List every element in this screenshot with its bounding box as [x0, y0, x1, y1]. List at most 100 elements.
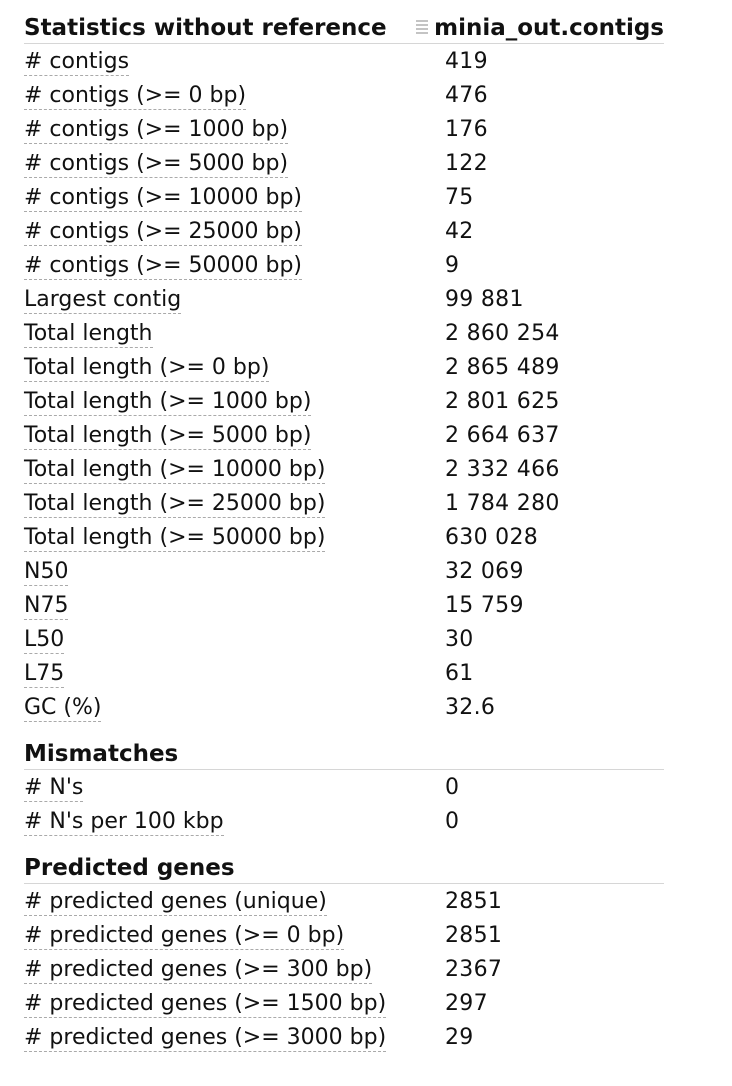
metric-value: 419	[445, 48, 488, 74]
table-row: # predicted genes (>= 3000 bp) 29	[24, 1020, 664, 1054]
metric-value: 99 881	[445, 286, 524, 312]
metric-label[interactable]: # contigs (>= 10000 bp)	[24, 184, 303, 212]
metric-value: 2851	[445, 922, 503, 948]
metric-label-cell: # contigs (>= 50000 bp)	[24, 252, 445, 280]
metric-label[interactable]: Total length	[24, 320, 153, 348]
table-row: # predicted genes (unique) 2851	[24, 884, 664, 918]
metric-label-cell: # contigs	[24, 48, 445, 76]
table-row: GC (%) 32.6	[24, 690, 664, 724]
metric-label-cell: # N's	[24, 774, 445, 802]
metric-value: 0	[445, 808, 460, 834]
metric-label[interactable]: # predicted genes (>= 300 bp)	[24, 956, 373, 984]
metric-label-cell: Total length (>= 50000 bp)	[24, 524, 445, 552]
metric-label-cell: # contigs (>= 5000 bp)	[24, 150, 445, 178]
metric-label[interactable]: # predicted genes (>= 1500 bp)	[24, 990, 387, 1018]
column-name: minia_out.contigs	[434, 15, 664, 41]
metric-label[interactable]: L75	[24, 660, 65, 688]
metric-label[interactable]: Total length (>= 0 bp)	[24, 354, 270, 382]
metric-label-cell: GC (%)	[24, 694, 445, 722]
metric-label-cell: Total length (>= 10000 bp)	[24, 456, 445, 484]
metric-value: 9	[445, 252, 460, 278]
metric-label[interactable]: # predicted genes (>= 3000 bp)	[24, 1024, 387, 1052]
table-row: Total length (>= 25000 bp) 1 784 280	[24, 486, 664, 520]
metric-label-cell: # contigs (>= 1000 bp)	[24, 116, 445, 144]
metric-label[interactable]: # predicted genes (>= 0 bp)	[24, 922, 345, 950]
metric-label[interactable]: # N's	[24, 774, 84, 802]
metric-label-cell: N50	[24, 558, 445, 586]
metric-label-cell: # N's per 100 kbp	[24, 808, 445, 836]
metric-label-cell: # predicted genes (>= 1500 bp)	[24, 990, 445, 1018]
metric-value: 2367	[445, 956, 503, 982]
table-row: # predicted genes (>= 300 bp) 2367	[24, 952, 664, 986]
metric-label[interactable]: # contigs	[24, 48, 130, 76]
header-title: Statistics without reference	[24, 15, 387, 41]
metric-label-cell: N75	[24, 592, 445, 620]
metric-label[interactable]: # contigs (>= 0 bp)	[24, 82, 247, 110]
mismatches-section: # N's 0 # N's per 100 kbp 0	[24, 770, 664, 838]
metric-value: 2 801 625	[445, 388, 560, 414]
metric-label-cell: # predicted genes (>= 300 bp)	[24, 956, 445, 984]
metric-label[interactable]: Total length (>= 50000 bp)	[24, 524, 326, 552]
metric-value: 32 069	[445, 558, 524, 584]
metric-label[interactable]: # N's per 100 kbp	[24, 808, 224, 836]
predicted-genes-section: # predicted genes (unique) 2851 # predicte…	[24, 884, 664, 1054]
metric-label[interactable]: Total length (>= 10000 bp)	[24, 456, 326, 484]
column-header[interactable]: minia_out.contigs	[416, 15, 664, 43]
metric-label-cell: # predicted genes (unique)	[24, 888, 445, 916]
metric-label[interactable]: # contigs (>= 5000 bp)	[24, 150, 289, 178]
metric-value: 630 028	[445, 524, 539, 550]
table-row: # contigs (>= 10000 bp) 75	[24, 180, 664, 214]
metric-label[interactable]: # contigs (>= 1000 bp)	[24, 116, 289, 144]
metric-label[interactable]: Total length (>= 5000 bp)	[24, 422, 312, 450]
metric-label-cell: # contigs (>= 25000 bp)	[24, 218, 445, 246]
table-row: # contigs (>= 5000 bp) 122	[24, 146, 664, 180]
table-row: # contigs (>= 50000 bp) 9	[24, 248, 664, 282]
metric-label[interactable]: # contigs (>= 50000 bp)	[24, 252, 303, 280]
stats-section: # contigs 419 # contigs (>= 0 bp) 476 # cont…	[24, 44, 664, 724]
report-table: Statistics without reference minia_out.c…	[24, 8, 664, 1054]
metric-label[interactable]: # contigs (>= 25000 bp)	[24, 218, 303, 246]
metric-value: 2 865 489	[445, 354, 560, 380]
table-row: L50 30	[24, 622, 664, 656]
table-row: # predicted genes (>= 1500 bp) 297	[24, 986, 664, 1020]
metric-value: 0	[445, 774, 460, 800]
metric-label[interactable]: GC (%)	[24, 694, 102, 722]
table-row: Total length (>= 50000 bp) 630 028	[24, 520, 664, 554]
metric-label[interactable]: Total length (>= 1000 bp)	[24, 388, 312, 416]
metric-value: 42	[445, 218, 474, 244]
table-row: Total length (>= 0 bp) 2 865 489	[24, 350, 664, 384]
table-row: # contigs 419	[24, 44, 664, 78]
metric-label-cell: L75	[24, 660, 445, 688]
metric-value: 476	[445, 82, 488, 108]
metric-value: 32.6	[445, 694, 496, 720]
metric-value: 176	[445, 116, 488, 142]
metric-label-cell: # contigs (>= 0 bp)	[24, 82, 445, 110]
metric-label-cell: Total length (>= 25000 bp)	[24, 490, 445, 518]
metric-label-cell: # predicted genes (>= 3000 bp)	[24, 1024, 445, 1052]
metric-value: 75	[445, 184, 474, 210]
table-row: Total length (>= 1000 bp) 2 801 625	[24, 384, 664, 418]
metric-value: 61	[445, 660, 474, 686]
metric-value: 297	[445, 990, 488, 1016]
table-row: Total length 2 860 254	[24, 316, 664, 350]
metric-label-cell: # contigs (>= 10000 bp)	[24, 184, 445, 212]
metric-label-cell: # predicted genes (>= 0 bp)	[24, 922, 445, 950]
metric-value: 15 759	[445, 592, 524, 618]
metric-value: 2 664 637	[445, 422, 560, 448]
metric-label[interactable]: N50	[24, 558, 69, 586]
table-row: # N's per 100 kbp 0	[24, 804, 664, 838]
table-row: N50 32 069	[24, 554, 664, 588]
metric-label[interactable]: Total length (>= 25000 bp)	[24, 490, 326, 518]
drag-handle-icon[interactable]	[416, 20, 429, 36]
predicted-genes-title: Predicted genes	[24, 848, 664, 884]
metric-value: 2 332 466	[445, 456, 560, 482]
table-header: Statistics without reference minia_out.c…	[24, 8, 664, 44]
metric-value: 29	[445, 1024, 474, 1050]
metric-label-cell: Total length (>= 5000 bp)	[24, 422, 445, 450]
table-row: Largest contig 99 881	[24, 282, 664, 316]
metric-label[interactable]: L50	[24, 626, 65, 654]
metric-label[interactable]: Largest contig	[24, 286, 182, 314]
metric-label[interactable]: # predicted genes (unique)	[24, 888, 327, 916]
table-row: # predicted genes (>= 0 bp) 2851	[24, 918, 664, 952]
metric-label[interactable]: N75	[24, 592, 69, 620]
